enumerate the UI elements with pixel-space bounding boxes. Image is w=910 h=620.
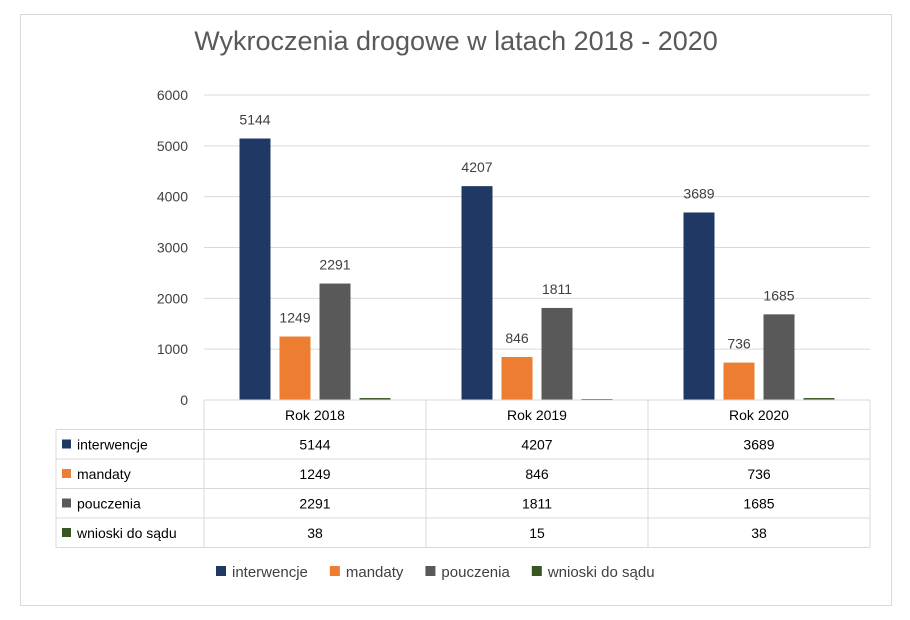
table-cell: 3689 — [743, 437, 774, 453]
table-cell: 2291 — [299, 496, 330, 512]
table-row-label: pouczenia — [77, 496, 141, 512]
table-cell: 1249 — [299, 466, 330, 482]
table-cell: 1685 — [743, 496, 774, 512]
data-label: 736 — [727, 336, 751, 352]
legend-key-pouczenia — [425, 566, 436, 576]
table-key-pouczenia — [62, 498, 71, 508]
table-key-mandaty — [62, 469, 71, 478]
data-table: Rok 2018 Rok 2019 Rok 2020 interwencje 5144 4… — [55, 399, 871, 548]
bars — [239, 138, 835, 400]
table-row-label: wnioski do sądu — [76, 525, 177, 541]
data-label: 1249 — [279, 310, 310, 326]
y-axis: 0 1000 2000 3000 4000 5000 6000 — [157, 87, 188, 408]
bar-mandaty — [279, 336, 311, 400]
category-label: Rok 2020 — [729, 407, 789, 423]
bar-pouczenia — [541, 307, 573, 400]
data-label: 846 — [505, 330, 529, 346]
y-tick-label: 0 — [180, 392, 188, 408]
y-tick-label: 1000 — [157, 341, 188, 357]
y-tick-label: 4000 — [157, 189, 188, 205]
data-label: 1685 — [763, 287, 794, 303]
legend: interwencje mandaty pouczenia wnioski do są… — [216, 564, 655, 581]
table-row-label: interwencje — [77, 437, 148, 453]
legend-label: pouczenia — [441, 564, 510, 581]
y-tick-label: 3000 — [157, 240, 188, 256]
bar-interwencje — [461, 186, 493, 400]
legend-key-wnioski-do-s-du — [531, 566, 542, 576]
table-cell: 1811 — [522, 496, 552, 512]
legend-label: wnioski do sądu — [547, 564, 655, 581]
bar-interwencje — [683, 212, 715, 400]
bar-mandaty — [723, 362, 755, 400]
category-label: Rok 2019 — [507, 407, 567, 423]
gridlines — [204, 94, 870, 350]
y-tick-label: 5000 — [157, 138, 188, 154]
legend-label: mandaty — [346, 564, 404, 581]
table-cell: 5144 — [299, 437, 330, 453]
bar-wnioski-do-s-du — [803, 398, 835, 400]
bar-wnioski-do-s-du — [359, 398, 391, 400]
table-row-label: mandaty — [77, 466, 131, 482]
data-labels: 5144 1249 2291 4207 846 1811 3689 736 1685 — [239, 112, 794, 352]
data-label: 2291 — [319, 257, 350, 273]
table-cell: 736 — [747, 466, 771, 482]
chart-title: Wykroczenia drogowe w latach 2018 - 2020 — [194, 26, 718, 56]
data-label: 3689 — [683, 185, 714, 201]
table-cell: 38 — [751, 525, 767, 541]
data-label: 5144 — [239, 112, 270, 128]
data-label: 4207 — [461, 159, 492, 175]
bar-pouczenia — [319, 283, 351, 400]
category-label: Rok 2018 — [285, 407, 345, 423]
legend-label: interwencje — [232, 564, 308, 581]
bar-pouczenia — [763, 314, 795, 400]
table-cell: 38 — [307, 525, 323, 541]
bar-mandaty — [501, 356, 533, 400]
data-label: 1811 — [542, 281, 572, 297]
table-cell: 15 — [529, 525, 545, 541]
table-key-wnioski-do-s-du — [62, 528, 71, 537]
table-key-interwencje — [62, 439, 71, 449]
legend-key-mandaty — [329, 566, 340, 576]
bar-interwencje — [239, 138, 271, 400]
table-cell: 4207 — [521, 437, 552, 453]
y-tick-label: 6000 — [157, 87, 188, 103]
table-cell: 846 — [525, 466, 549, 482]
legend-key-interwencje — [216, 566, 226, 576]
chart-frame — [20, 14, 892, 606]
y-tick-label: 2000 — [157, 290, 188, 306]
